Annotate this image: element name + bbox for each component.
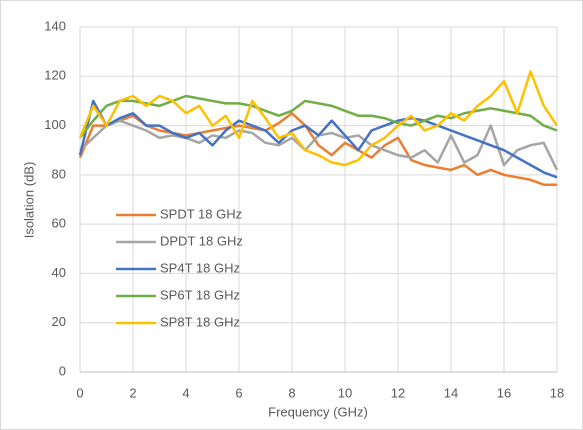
x-axis-label: Frequency (GHz) xyxy=(268,404,368,419)
x-tick-label: 10 xyxy=(338,385,352,400)
y-tick-label: 0 xyxy=(59,363,66,378)
y-tick-label: 40 xyxy=(52,265,66,280)
y-tick-label: 60 xyxy=(52,216,66,231)
y-tick-label: 120 xyxy=(44,68,66,83)
legend-label: SP4T 18 GHz xyxy=(160,260,240,275)
y-tick-label: 140 xyxy=(44,18,66,33)
x-tick-label: 8 xyxy=(288,385,295,400)
series-line xyxy=(78,112,557,186)
y-axis-label: Isolation (dB) xyxy=(21,162,36,239)
y-tick-label: 80 xyxy=(52,166,66,181)
legend-label: SPDT 18 GHz xyxy=(160,206,242,221)
x-tick-label: 18 xyxy=(550,385,564,400)
legend-label: SP8T 18 GHz xyxy=(160,314,240,329)
legend-label: SP6T 18 GHz xyxy=(160,287,240,302)
legend-label: DPDT 18 GHz xyxy=(160,233,243,248)
x-tick-label: 12 xyxy=(391,385,405,400)
x-tick-label: 4 xyxy=(182,385,189,400)
series-line xyxy=(78,99,558,179)
series-line xyxy=(79,94,558,139)
series-line xyxy=(78,70,559,167)
x-tick-label: 14 xyxy=(444,385,458,400)
y-tick-label: 100 xyxy=(44,117,66,132)
y-tick-label: 20 xyxy=(52,314,66,329)
x-tick-label: 6 xyxy=(235,385,242,400)
x-tick-label: 0 xyxy=(76,385,83,400)
x-tick-label: 2 xyxy=(129,385,136,400)
x-tick-label: 16 xyxy=(497,385,511,400)
